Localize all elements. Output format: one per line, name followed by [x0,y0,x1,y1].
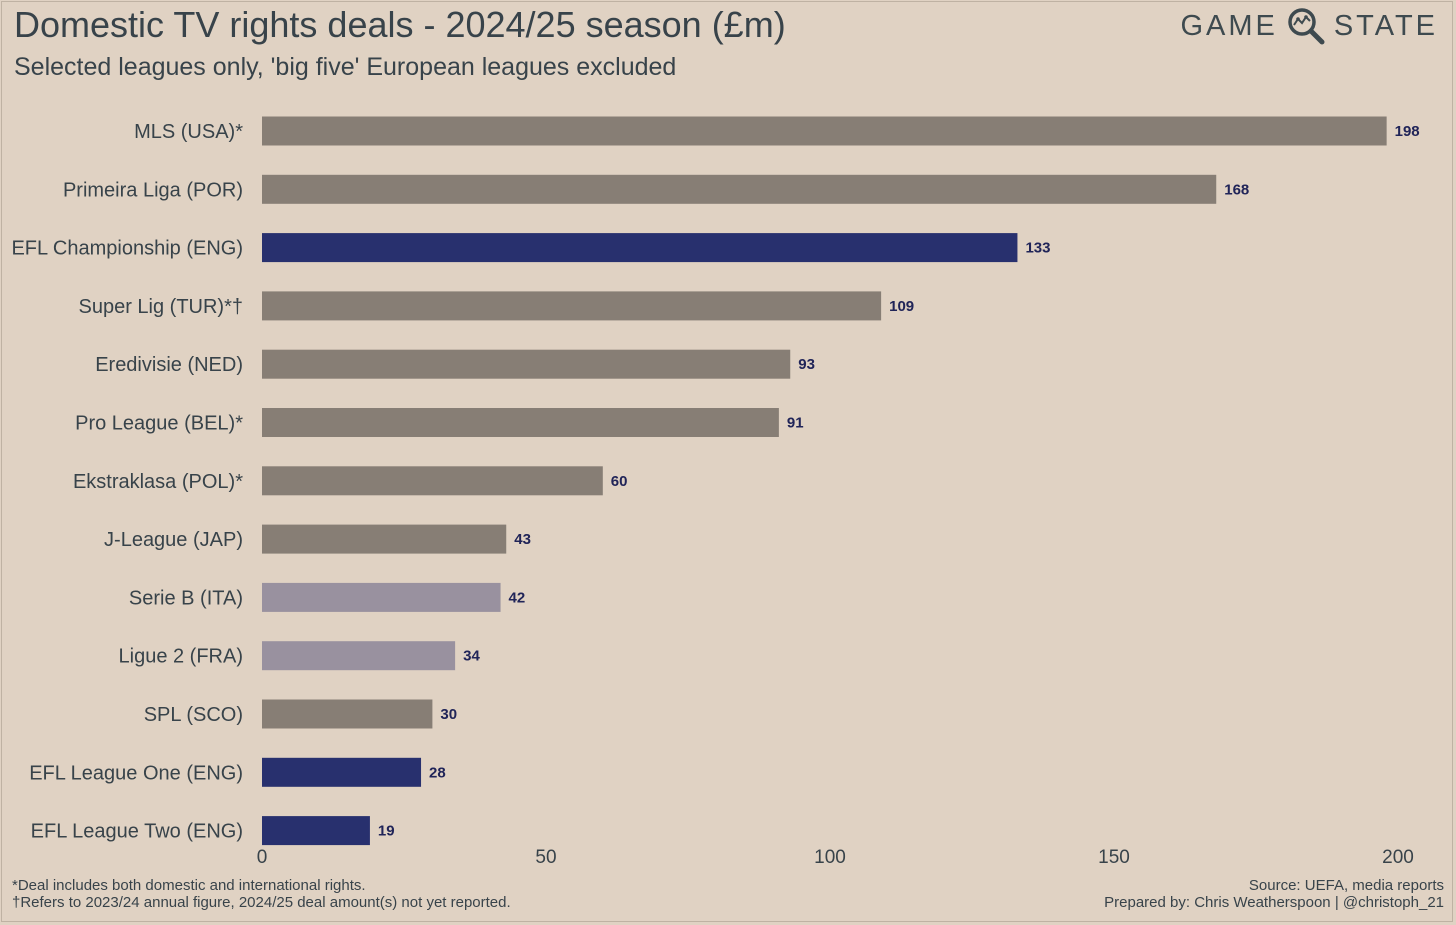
category-label: Serie B (ITA) [129,587,243,609]
bar [262,641,456,671]
bar [262,174,1217,204]
author-credit: Prepared by: Chris Weatherspoon | @chris… [1104,894,1444,911]
footnote-dagger: †Refers to 2023/24 annual figure, 2024/2… [12,894,511,911]
footnotes: *Deal includes both domestic and interna… [12,877,511,911]
bar [262,291,882,321]
chart-subtitle: Selected leagues only, 'big five' Europe… [14,53,677,81]
category-label: Ligue 2 (FRA) [119,646,244,668]
category-label: SPL (SCO) [144,704,243,726]
bar [262,233,1018,263]
category-label: MLS (USA)* [134,121,243,143]
bar [262,116,1387,146]
bar [262,757,422,787]
category-label: Ekstraklasa (POL)* [73,471,243,493]
value-labels: 198 168 133 109 93 91 60 43 42 34 30 28 19 [378,123,1420,840]
chart-title: Domestic TV rights deals - 2024/25 seaso… [14,4,786,45]
bar [262,524,507,554]
credits: Source: UEFA, media reports Prepared by:… [1104,877,1444,911]
value-label: 43 [514,531,531,548]
category-labels: MLS (USA)* Primeira Liga (POR) EFL Champio… [11,121,243,843]
magnifier-icon [1288,8,1325,45]
value-label: 198 [1395,123,1420,140]
footnote-asterisk: *Deal includes both domestic and interna… [12,877,366,894]
x-tick-label: 200 [1382,847,1414,868]
bar [262,408,779,437]
value-label: 30 [440,706,457,723]
bars-layer [262,116,1387,846]
bar [262,699,433,729]
value-label: 19 [378,823,395,840]
category-label: Eredivisie (NED) [95,354,243,376]
value-label: 91 [787,415,804,432]
category-label: EFL League Two (ENG) [31,821,243,843]
category-label: Primeira Liga (POR) [63,179,243,201]
logo-text-right: STATE [1333,9,1438,42]
bar [262,816,370,846]
logo-text-left: GAME [1180,9,1278,42]
bar [262,466,603,496]
value-label: 133 [1025,240,1050,257]
x-tick-label: 50 [535,847,556,868]
bar [262,582,501,612]
category-label: J-League (JAP) [104,529,243,551]
value-label: 109 [889,298,914,315]
category-label: EFL Championship (ENG) [11,238,243,260]
game-state-logo: GAME STATE [1180,6,1438,46]
value-label: 34 [463,648,480,665]
x-tick-label: 150 [1098,847,1130,868]
source-note: Source: UEFA, media reports [1248,877,1444,894]
bar [262,349,791,379]
category-label: EFL League One (ENG) [29,762,243,784]
value-label: 60 [611,473,628,490]
x-tick-label: 100 [814,847,846,868]
value-label: 42 [509,589,526,606]
category-label: Pro League (BEL)* [75,413,243,435]
x-tick-label: 0 [257,847,268,868]
value-label: 93 [798,356,815,373]
value-label: 28 [429,764,446,781]
value-label: 168 [1224,181,1249,198]
category-label: Super Lig (TUR)*† [78,296,243,318]
x-axis-ticks: 0 50 100 150 200 [257,847,1414,868]
